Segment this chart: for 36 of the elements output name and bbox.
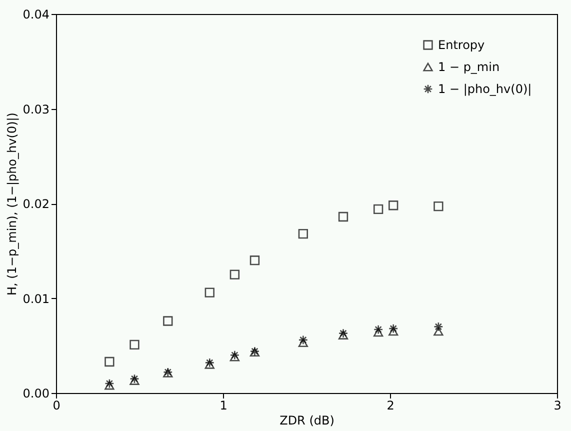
point (434, 202, 444, 212)
point (130, 340, 140, 350)
point (373, 204, 384, 214)
point (104, 356, 114, 367)
point (434, 322, 444, 332)
y-axis-title: H, (1−p_min), (1−|pho_hv(0)|) (4, 112, 19, 296)
point (338, 212, 348, 222)
point (388, 200, 398, 210)
point (204, 288, 214, 298)
point (338, 328, 348, 338)
point (250, 256, 260, 266)
legend-label: Entropy (438, 38, 485, 52)
point (230, 270, 240, 280)
point (373, 324, 384, 334)
y-tick-label: 0.02 (22, 197, 50, 211)
x-tick-label: 0 (52, 398, 60, 412)
y-tick-label: 0.01 (22, 292, 50, 306)
legend-label: 1 − |pho_hv(0)| (438, 82, 532, 96)
x-axis-title: ZDR (dB) (280, 414, 334, 428)
x-tick-label: 2 (386, 398, 394, 412)
point (434, 327, 444, 336)
x-tick-label: 1 (220, 398, 228, 412)
point (130, 374, 140, 384)
point (298, 228, 308, 239)
point (298, 335, 308, 345)
x-tick-label: 3 (554, 398, 562, 412)
point (163, 316, 173, 326)
point (204, 358, 214, 368)
y-tick-label: 0.03 (22, 102, 50, 116)
y-tick-label: 0.04 (22, 8, 50, 22)
y-tick-label: 0.00 (22, 386, 50, 400)
legend-label: 1 − p_min (438, 60, 500, 74)
point (230, 350, 240, 360)
point (104, 378, 114, 388)
point (388, 324, 398, 334)
point (104, 381, 114, 390)
